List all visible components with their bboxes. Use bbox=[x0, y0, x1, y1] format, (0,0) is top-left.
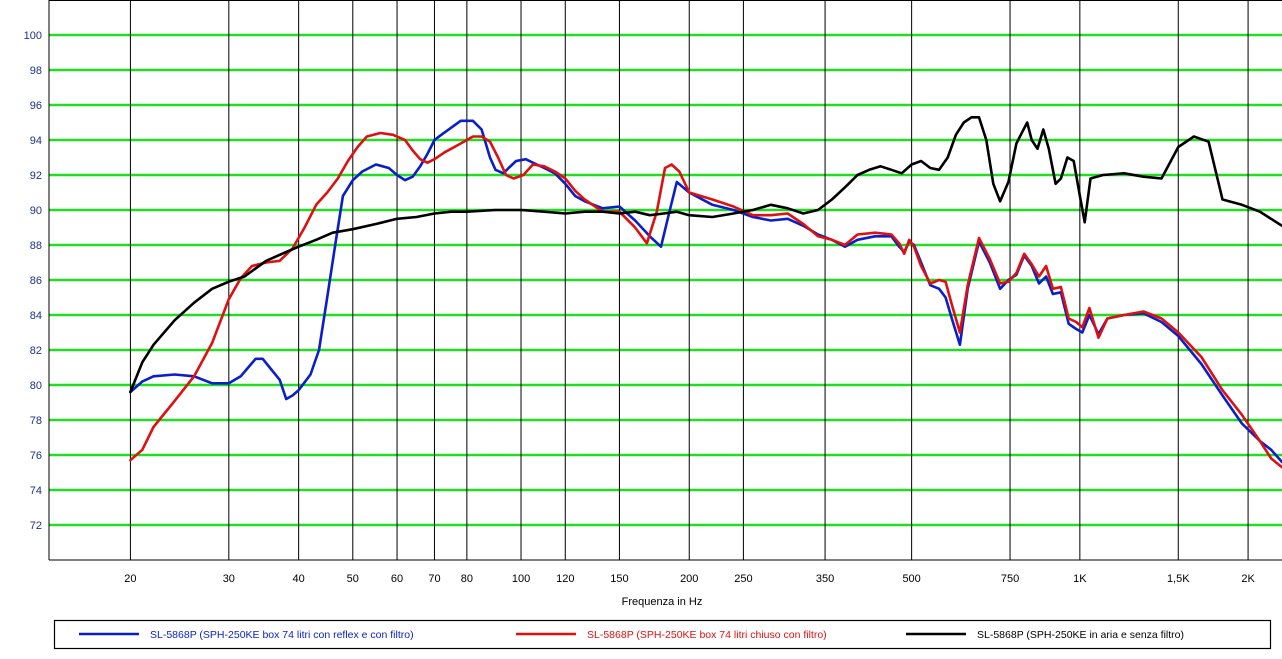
y-tick-label: 88 bbox=[30, 240, 42, 252]
y-tick-label: 84 bbox=[30, 310, 42, 322]
y-tick-label: 82 bbox=[30, 345, 42, 357]
y-tick-label: 94 bbox=[30, 135, 42, 147]
x-tick-label: 60 bbox=[391, 573, 403, 585]
legend-label-1: SL-5868P (SPH-250KE box 74 litri con ref… bbox=[150, 629, 414, 641]
x-tick-label: 40 bbox=[293, 573, 305, 585]
series-line-2 bbox=[129, 131, 1282, 469]
x-tick-label: 250 bbox=[734, 573, 752, 585]
x-tick-label: 100 bbox=[512, 573, 530, 585]
legend-label-2: SL-5868P (SPH-250KE box 74 litri chiuso … bbox=[587, 629, 827, 641]
y-tick-label: 76 bbox=[30, 450, 42, 462]
y-tick-label: 74 bbox=[30, 485, 42, 497]
y-tick-label: 92 bbox=[30, 170, 42, 182]
series-lines bbox=[129, 116, 1282, 469]
x-tick-label: 20 bbox=[124, 573, 136, 585]
x-tick-label: 80 bbox=[461, 573, 473, 585]
y-tick-label: 80 bbox=[30, 380, 42, 392]
y-tick-label: 98 bbox=[30, 65, 42, 77]
x-tick-label: 1,5K bbox=[1167, 573, 1190, 585]
y-tick-label: 90 bbox=[30, 205, 42, 217]
x-tick-label: 30 bbox=[223, 573, 235, 585]
x-tick-label: 500 bbox=[902, 573, 920, 585]
x-tick-label: 120 bbox=[556, 573, 574, 585]
x-tick-label: 200 bbox=[680, 573, 698, 585]
axes: 72 74 76 78 80 82 84 86 88 90 92 94 96 98 100 20 30 40 50 6… bbox=[24, 0, 1282, 585]
x-tick-label: 1K bbox=[1073, 573, 1087, 585]
y-tick-label: 86 bbox=[30, 275, 42, 287]
legend: SL-5868P (SPH-250KE box 74 litri con ref… bbox=[53, 619, 1272, 650]
x-axis-label: Frequenza in Hz bbox=[622, 596, 703, 608]
x-tick-label: 750 bbox=[1001, 573, 1019, 585]
y-tick-label: 72 bbox=[30, 520, 42, 532]
legend-label-3: SL-5868P (SPH-250KE in aria e senza filt… bbox=[977, 629, 1184, 641]
x-tick-label: 350 bbox=[816, 573, 834, 585]
x-tick-label: 150 bbox=[610, 573, 628, 585]
x-tick-label: 2K bbox=[1241, 573, 1255, 585]
legend-box bbox=[53, 619, 1272, 650]
y-tick-label: 96 bbox=[30, 100, 42, 112]
series-line-1 bbox=[129, 119, 1282, 464]
y-tick-label: 78 bbox=[30, 415, 42, 427]
series-line-3 bbox=[129, 116, 1282, 394]
x-tick-label: 50 bbox=[347, 573, 359, 585]
y-tick-label: 100 bbox=[24, 30, 42, 42]
x-tick-label: 70 bbox=[428, 573, 440, 585]
